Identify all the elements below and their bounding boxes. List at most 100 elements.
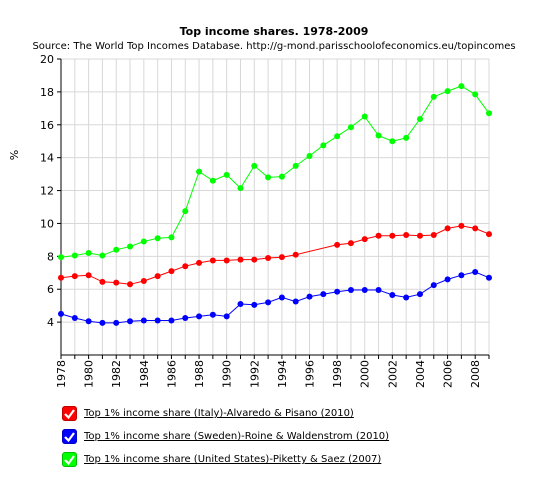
data-point <box>278 254 285 261</box>
x-tick-label: 2000 <box>359 360 372 388</box>
data-point <box>140 317 147 324</box>
x-tick-label: 1990 <box>221 360 234 388</box>
y-tick-label: 6 <box>47 283 54 296</box>
data-point <box>444 225 451 232</box>
legend-item-sweden[interactable]: Top 1% income share (Sweden)-Roine & Wal… <box>62 425 389 448</box>
checkmark-icon[interactable] <box>62 429 77 444</box>
data-point <box>292 162 299 169</box>
legend-label-italy[interactable]: Top 1% income share (Italy)-Alvaredo & P… <box>84 408 354 419</box>
data-point <box>389 138 396 145</box>
data-point <box>389 232 396 239</box>
data-point <box>58 310 64 317</box>
data-point <box>196 259 203 266</box>
data-point <box>71 315 78 321</box>
x-tick-label: 1984 <box>138 360 151 388</box>
data-point <box>458 83 465 90</box>
legend: Top 1% income share (Italy)-Alvaredo & P… <box>62 402 389 471</box>
data-point <box>278 173 285 180</box>
data-point <box>306 153 313 160</box>
data-point <box>196 168 203 175</box>
data-point <box>223 313 230 320</box>
x-tick-label: 1986 <box>165 360 178 388</box>
data-point <box>375 232 382 239</box>
data-point <box>127 281 134 288</box>
legend-label-usa[interactable]: Top 1% income share (United States)-Pike… <box>84 454 382 465</box>
data-point <box>375 132 382 139</box>
y-tick-label: 4 <box>47 316 54 329</box>
data-point <box>99 252 106 259</box>
checkmark-icon[interactable] <box>62 452 77 467</box>
data-point <box>347 124 354 131</box>
data-point <box>430 93 437 100</box>
y-tick-label: 12 <box>40 185 54 198</box>
x-tick-label: 2004 <box>414 360 427 388</box>
data-point <box>71 252 78 259</box>
data-point <box>265 299 272 306</box>
data-point <box>85 250 92 257</box>
data-point <box>472 225 479 232</box>
data-point <box>223 171 230 178</box>
data-point <box>154 273 161 280</box>
data-point <box>486 274 492 281</box>
data-point <box>168 268 175 275</box>
data-point <box>182 263 189 270</box>
data-point <box>154 235 161 242</box>
data-point <box>209 311 216 318</box>
data-point <box>458 222 465 229</box>
data-point <box>251 301 258 308</box>
series-line-0 <box>60 225 490 285</box>
x-tick-label: 1980 <box>83 360 96 388</box>
data-point <box>99 278 106 285</box>
legend-item-usa[interactable]: Top 1% income share (United States)-Pike… <box>62 448 389 471</box>
data-point <box>292 251 299 258</box>
y-tick-label: 10 <box>40 217 54 230</box>
data-point <box>99 319 106 326</box>
data-point <box>444 276 451 283</box>
data-point <box>196 313 203 320</box>
series-line-2 <box>60 85 490 258</box>
series-line-1 <box>60 271 490 324</box>
chart-title: Top income shares. 1978-2009 <box>180 25 369 38</box>
data-point <box>154 317 161 324</box>
data-point <box>182 208 189 215</box>
line-chart: Top income shares. 1978-2009 Source: The… <box>8 25 516 388</box>
data-point <box>361 236 368 243</box>
x-tick-label: 1998 <box>331 360 344 388</box>
data-point <box>361 287 368 294</box>
y-tick-label: 8 <box>47 250 54 263</box>
data-point <box>113 319 120 326</box>
data-point <box>251 162 258 169</box>
y-tick-label: 16 <box>40 119 54 132</box>
x-tick-label: 2008 <box>469 360 482 388</box>
data-point <box>334 133 341 140</box>
data-point <box>292 298 299 305</box>
x-tick-label: 1996 <box>304 360 317 388</box>
checkmark-icon[interactable] <box>62 406 77 421</box>
data-point <box>416 116 423 123</box>
data-point <box>237 301 244 308</box>
data-point <box>472 268 479 275</box>
data-point <box>85 318 92 325</box>
data-point <box>389 291 396 298</box>
data-point <box>237 185 244 192</box>
data-point <box>430 282 437 289</box>
data-point <box>334 241 341 248</box>
x-tick-label: 1988 <box>193 360 206 388</box>
data-point <box>334 288 341 295</box>
data-point <box>237 256 244 263</box>
data-point <box>58 254 64 261</box>
data-point <box>113 279 120 286</box>
data-point <box>416 291 423 298</box>
legend-item-italy[interactable]: Top 1% income share (Italy)-Alvaredo & P… <box>62 402 389 425</box>
data-point <box>375 287 382 294</box>
data-point <box>486 231 492 238</box>
data-point <box>113 246 120 253</box>
x-tick-label: 1978 <box>55 360 68 388</box>
data-point <box>168 234 175 241</box>
data-point <box>223 257 230 264</box>
data-point <box>71 273 78 280</box>
data-point <box>58 274 64 281</box>
data-point <box>458 272 465 279</box>
y-tick-label: 18 <box>40 86 54 99</box>
legend-label-sweden[interactable]: Top 1% income share (Sweden)-Roine & Wal… <box>84 431 390 442</box>
